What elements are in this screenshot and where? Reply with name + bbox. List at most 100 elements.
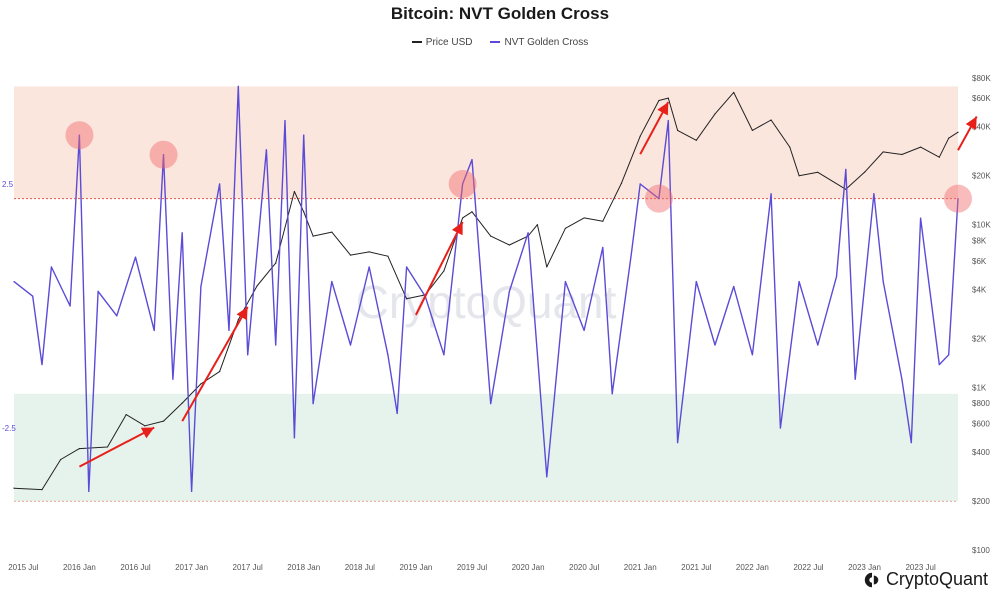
- x-tick-label: 2015 Jul: [8, 563, 38, 572]
- data-point-nvt-golden-cross: [817, 344, 819, 346]
- data-point-price-usd: [770, 119, 772, 121]
- data-point-price-usd: [219, 370, 221, 373]
- trend-arrow: [78, 426, 155, 468]
- data-point-nvt-golden-cross: [405, 266, 408, 268]
- data-point-price-usd: [303, 211, 305, 213]
- x-tick-label: 2019 Jul: [457, 563, 487, 572]
- data-point-nvt-golden-cross: [97, 290, 99, 292]
- data-point-price-usd: [957, 131, 959, 133]
- data-point-price-usd: [78, 448, 81, 450]
- legend-label: Price USD: [425, 37, 473, 48]
- data-point-nvt-golden-cross: [845, 168, 847, 170]
- data-point-price-usd: [387, 255, 389, 257]
- data-point-nvt-golden-cross: [247, 354, 249, 356]
- trend-arrow: [181, 306, 249, 422]
- legend-item[interactable]: Price USD: [411, 37, 473, 48]
- data-point-nvt-golden-cross: [583, 329, 585, 331]
- data-point-nvt-golden-cross: [695, 281, 697, 283]
- data-point-nvt-golden-cross: [854, 378, 856, 380]
- data-point-price-usd: [13, 487, 15, 489]
- data-point-nvt-golden-cross: [835, 276, 838, 278]
- data-point-price-usd: [882, 151, 884, 153]
- right-tick-label: $6K: [972, 257, 987, 266]
- data-point-nvt-golden-cross: [13, 281, 15, 283]
- data-point-nvt-golden-cross: [462, 183, 464, 185]
- data-point-price-usd: [658, 99, 660, 102]
- cryptoquant-logo: CryptoQuant: [863, 569, 988, 590]
- data-point-price-usd: [256, 285, 258, 287]
- data-point-price-usd: [181, 402, 183, 404]
- data-point-nvt-golden-cross: [265, 149, 267, 151]
- series-line-nvt-golden-cross: [13, 85, 959, 493]
- data-point-price-usd: [817, 171, 819, 173]
- right-tick-label: $600: [972, 419, 990, 428]
- data-point-nvt-golden-cross: [32, 295, 34, 297]
- data-point-nvt-golden-cross: [779, 427, 782, 429]
- right-tick-label: $10K: [972, 221, 991, 230]
- data-point-price-usd: [938, 156, 940, 158]
- data-point-price-usd: [312, 235, 314, 237]
- legend[interactable]: Price USD NVT Golden Cross: [0, 37, 1000, 48]
- data-point-price-usd: [751, 129, 753, 131]
- data-point-nvt-golden-cross: [611, 393, 613, 395]
- data-point-price-usd: [471, 211, 473, 213]
- data-point-price-usd: [490, 235, 492, 237]
- chart-title: Bitcoin: NVT Golden Cross: [390, 4, 610, 23]
- data-point-price-usd: [901, 153, 903, 156]
- x-tick-label: 2018 Jul: [345, 563, 375, 572]
- legend-item[interactable]: NVT Golden Cross: [490, 37, 588, 48]
- legend-swatch: [490, 41, 501, 44]
- x-tick-label: 2018 Jan: [287, 563, 320, 572]
- data-point-nvt-golden-cross: [228, 329, 230, 331]
- data-point-nvt-golden-cross: [349, 344, 352, 346]
- data-point-nvt-golden-cross: [798, 281, 800, 283]
- data-point-nvt-golden-cross: [50, 266, 52, 268]
- data-point-price-usd: [948, 137, 950, 139]
- data-point-price-usd: [125, 413, 127, 416]
- data-point-price-usd: [639, 135, 641, 137]
- data-point-price-usd: [41, 489, 43, 491]
- data-point-price-usd: [293, 190, 295, 193]
- data-point-price-usd: [564, 227, 567, 229]
- data-point-price-usd: [106, 446, 109, 448]
- data-point-price-usd: [60, 458, 62, 461]
- data-point-nvt-golden-cross: [882, 281, 884, 283]
- data-point-nvt-golden-cross: [490, 403, 492, 405]
- highlight-circle: [944, 184, 972, 213]
- data-point-nvt-golden-cross: [387, 354, 389, 356]
- x-tick-label: 2022 Jan: [736, 563, 769, 572]
- data-point-price-usd: [714, 113, 716, 115]
- right-tick-label: $400: [972, 448, 990, 457]
- data-point-nvt-golden-cross: [910, 442, 912, 444]
- data-point-nvt-golden-cross: [237, 85, 239, 87]
- highlight-circle: [644, 184, 673, 213]
- data-point-nvt-golden-cross: [630, 256, 632, 258]
- watermark: CryptoQuant: [356, 276, 617, 328]
- data-point-nvt-golden-cross: [78, 134, 81, 136]
- data-point-price-usd: [200, 383, 202, 385]
- zone-undervalued: [14, 393, 958, 502]
- data-point-nvt-golden-cross: [331, 281, 333, 283]
- data-point-price-usd: [583, 217, 585, 219]
- x-tick-label: 2016 Jul: [120, 563, 150, 572]
- data-point-price-usd: [920, 146, 922, 148]
- x-tick-label: 2022 Jul: [793, 563, 823, 572]
- highlight-circle: [149, 140, 178, 169]
- data-point-nvt-golden-cross: [368, 266, 370, 268]
- x-tick-label: 2019 Jan: [399, 563, 432, 572]
- data-point-nvt-golden-cross: [527, 232, 529, 234]
- trend-arrow: [415, 221, 464, 316]
- data-point-nvt-golden-cross: [41, 363, 43, 366]
- data-point-nvt-golden-cross: [88, 490, 90, 493]
- data-point-nvt-golden-cross: [116, 315, 118, 317]
- data-point-nvt-golden-cross: [134, 256, 137, 258]
- data-point-price-usd: [331, 231, 333, 233]
- right-tick-label: $800: [972, 399, 990, 408]
- legend-label: NVT Golden Cross: [504, 37, 589, 48]
- zone-overheated: [14, 86, 958, 199]
- data-point-nvt-golden-cross: [275, 344, 277, 346]
- data-point-price-usd: [695, 139, 697, 141]
- data-point-price-usd: [462, 217, 464, 219]
- data-point-price-usd: [368, 251, 370, 253]
